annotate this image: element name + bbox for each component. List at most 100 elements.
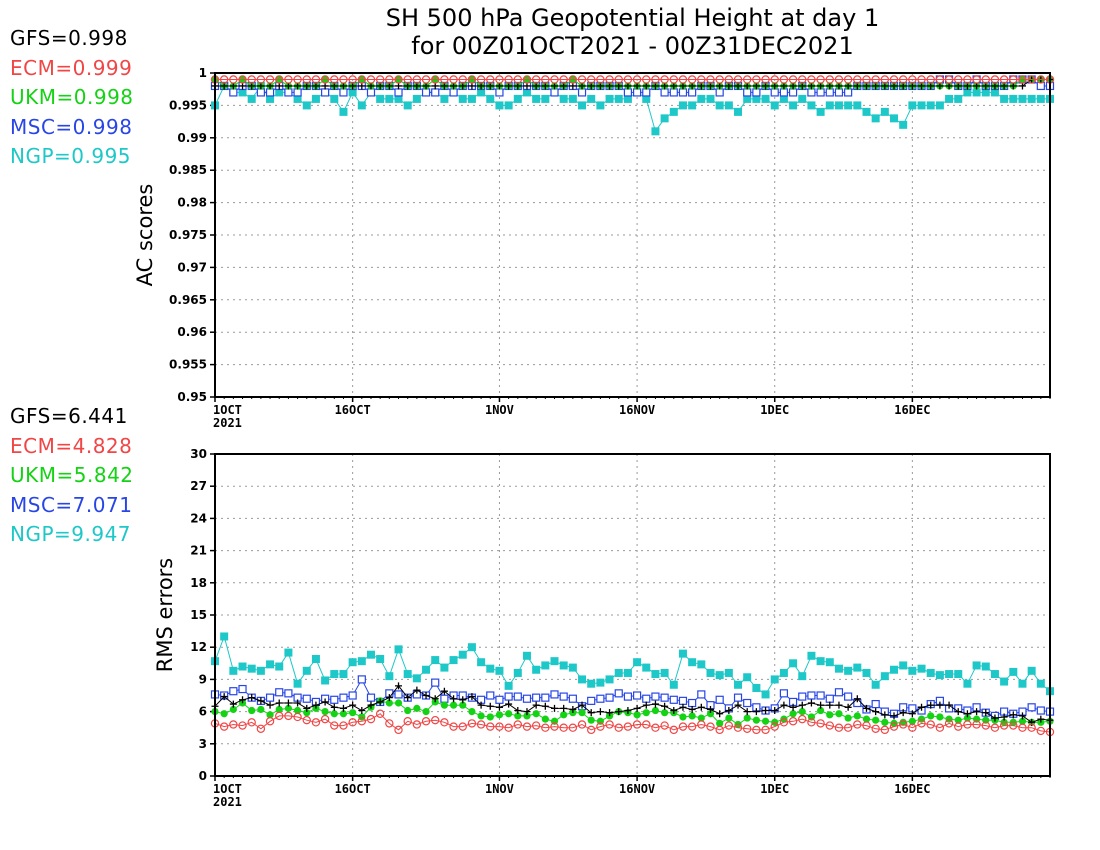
- data-point: [311, 655, 320, 664]
- data-point: [807, 699, 815, 707]
- data-point: [706, 722, 715, 731]
- data-point: [991, 714, 999, 722]
- data-point: [476, 720, 486, 729]
- data-point: [431, 695, 439, 703]
- data-point: [265, 88, 275, 97]
- plot-frame: [214, 453, 1051, 777]
- data-point: [504, 101, 513, 110]
- data-point: [661, 702, 669, 710]
- data-point: [908, 75, 917, 84]
- data-point: [871, 680, 880, 689]
- data-point: [632, 691, 642, 700]
- data-point: [358, 707, 366, 715]
- data-point: [440, 663, 449, 672]
- data-point: [843, 75, 853, 84]
- data-point: [505, 700, 513, 708]
- plot-frame: [214, 72, 1051, 398]
- data-point: [504, 692, 513, 701]
- data-point: [275, 688, 284, 697]
- data-point: [614, 668, 623, 677]
- data-point: [816, 657, 825, 666]
- data-point: [293, 94, 302, 103]
- data-point: [284, 699, 292, 707]
- data-point: [725, 707, 733, 715]
- data-point: [596, 75, 605, 84]
- data-point: [403, 717, 412, 726]
- data-point: [834, 88, 844, 97]
- data-point: [440, 75, 449, 84]
- data-point: [220, 693, 228, 701]
- data-point: [385, 719, 394, 728]
- data-point: [880, 725, 890, 735]
- data-point: [697, 714, 705, 722]
- data-point: [486, 94, 495, 103]
- data-point: [798, 672, 807, 681]
- x-tick-label: 16OCT: [335, 403, 371, 417]
- data-point: [366, 75, 376, 84]
- data-point: [385, 672, 394, 681]
- data-point: [954, 716, 962, 724]
- data-point: [311, 75, 321, 84]
- data-point: [339, 693, 348, 702]
- data-point: [229, 705, 237, 714]
- data-point: [724, 721, 734, 730]
- data-point: [311, 718, 321, 727]
- data-point: [596, 694, 605, 703]
- data-point: [385, 94, 394, 103]
- data-point: [514, 712, 522, 720]
- data-point: [559, 94, 568, 103]
- data-point: [816, 75, 825, 84]
- data-point: [1018, 717, 1027, 725]
- data-point: [1036, 679, 1045, 688]
- data-point: [954, 722, 963, 731]
- data-point: [944, 75, 954, 84]
- data-point: [486, 722, 495, 731]
- data-point: [908, 101, 917, 110]
- data-point: [412, 75, 422, 84]
- data-point: [275, 705, 283, 714]
- data-point: [468, 708, 476, 716]
- data-point: [834, 101, 843, 110]
- data-point: [633, 704, 641, 712]
- data-point: [825, 101, 834, 110]
- data-point: [779, 718, 789, 727]
- data-point: [238, 75, 247, 84]
- data-point: [623, 692, 633, 701]
- data-point: [688, 658, 697, 667]
- data-point: [752, 75, 761, 84]
- data-point: [926, 75, 935, 84]
- data-point: [339, 721, 348, 730]
- data-point: [238, 721, 247, 730]
- data-point: [724, 668, 733, 677]
- data-point: [927, 701, 935, 709]
- data-point: [623, 668, 632, 677]
- data-point: [440, 701, 448, 709]
- data-point: [660, 668, 669, 677]
- data-point: [422, 708, 430, 716]
- data-point: [467, 643, 476, 652]
- data-point: [926, 101, 935, 110]
- data-point: [826, 711, 834, 719]
- data-point: [394, 75, 403, 84]
- data-point: [349, 701, 357, 709]
- data-point: [817, 706, 825, 715]
- data-point: [550, 88, 559, 97]
- data-point: [816, 691, 825, 700]
- data-point: [843, 723, 853, 732]
- data-point: [642, 694, 651, 703]
- data-point: [495, 101, 504, 110]
- y-tick-label: 3: [199, 737, 207, 751]
- data-point: [348, 88, 357, 97]
- data-point: [541, 94, 550, 103]
- data-point: [431, 88, 440, 97]
- data-point: [615, 708, 623, 716]
- data-point: [678, 101, 687, 110]
- data-point: [431, 678, 440, 687]
- data-point: [486, 691, 495, 700]
- data-point: [385, 694, 393, 702]
- y-tick-label: 9: [199, 672, 207, 686]
- x-tick-label: 16NOV: [619, 403, 655, 417]
- data-point: [834, 688, 844, 697]
- data-point: [697, 720, 706, 729]
- legend-entry-ukm: UKM=0.998: [10, 85, 134, 109]
